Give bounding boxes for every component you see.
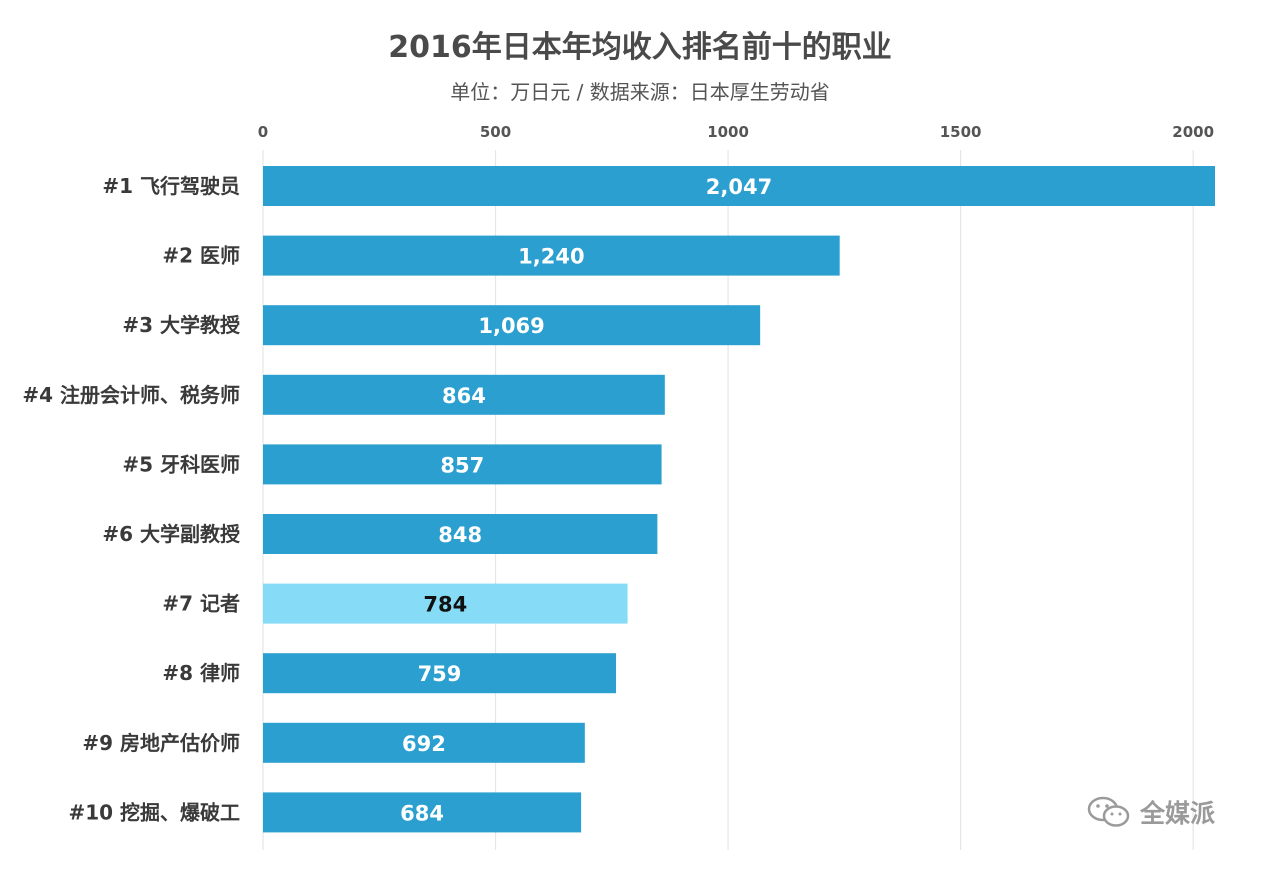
bar bbox=[263, 653, 616, 694]
bar bbox=[263, 374, 665, 415]
bar bbox=[263, 235, 840, 276]
wechat-icon bbox=[1086, 794, 1132, 830]
category-label: #6 大学副教授 bbox=[102, 522, 241, 546]
x-tick-label: 500 bbox=[480, 123, 511, 141]
bar bbox=[263, 166, 1215, 206]
category-labels: #1 飞行驾驶员 #2 医师 #3 大学教授 #4 注册会计师、税务师 #5 牙科医师 #… bbox=[22, 174, 241, 824]
x-tick-label: 2000 bbox=[1172, 123, 1214, 141]
bar-value-label: 848 bbox=[438, 523, 482, 547]
bar-value-label: 692 bbox=[402, 732, 446, 756]
bar bbox=[263, 792, 582, 833]
bars bbox=[263, 166, 1215, 833]
watermark-text: 全媒派 bbox=[1140, 799, 1216, 828]
chart-title: 2016年日本年均收入排名前十的职业 bbox=[388, 30, 892, 65]
bar-value-label: 864 bbox=[442, 384, 486, 408]
bar bbox=[263, 305, 761, 346]
bar-value-label: 2,047 bbox=[706, 175, 772, 199]
bar bbox=[263, 722, 585, 763]
bar-value-label: 759 bbox=[418, 662, 462, 686]
x-tick-label: 1000 bbox=[707, 123, 749, 141]
category-label: #8 律师 bbox=[162, 661, 240, 685]
bar bbox=[263, 514, 658, 554]
category-label: #4 注册会计师、税务师 bbox=[22, 383, 240, 407]
bar-value-labels: 2,047 1,240 1,069 864 857 848 784 759 692 684 bbox=[400, 175, 772, 825]
bar bbox=[263, 444, 662, 485]
category-label: #3 大学教授 bbox=[122, 313, 241, 337]
category-label: #1 飞行驾驶员 bbox=[102, 174, 240, 198]
bar-value-label: 857 bbox=[440, 453, 484, 477]
category-label: #5 牙科医师 bbox=[122, 452, 240, 476]
x-axis-ticks: 0 500 1000 1500 2000 bbox=[258, 123, 1214, 141]
bar bbox=[263, 583, 628, 624]
bar-value-label: 684 bbox=[400, 801, 444, 825]
category-label: #9 房地产估价师 bbox=[82, 731, 240, 755]
bar-value-label: 1,069 bbox=[478, 314, 544, 338]
chart-subtitle: 单位：万日元 / 数据来源：日本厚生劳动省 bbox=[450, 80, 830, 104]
watermark: 全媒派 bbox=[1086, 792, 1215, 832]
bar-value-label: 784 bbox=[423, 593, 467, 617]
bar-value-label: 1,240 bbox=[518, 245, 584, 269]
x-tick-label: 0 bbox=[258, 123, 268, 141]
category-label: #10 挖掘、爆破工 bbox=[68, 800, 240, 824]
category-label: #7 记者 bbox=[162, 592, 240, 616]
x-tick-label: 1500 bbox=[940, 123, 982, 141]
category-label: #2 医师 bbox=[162, 244, 240, 268]
